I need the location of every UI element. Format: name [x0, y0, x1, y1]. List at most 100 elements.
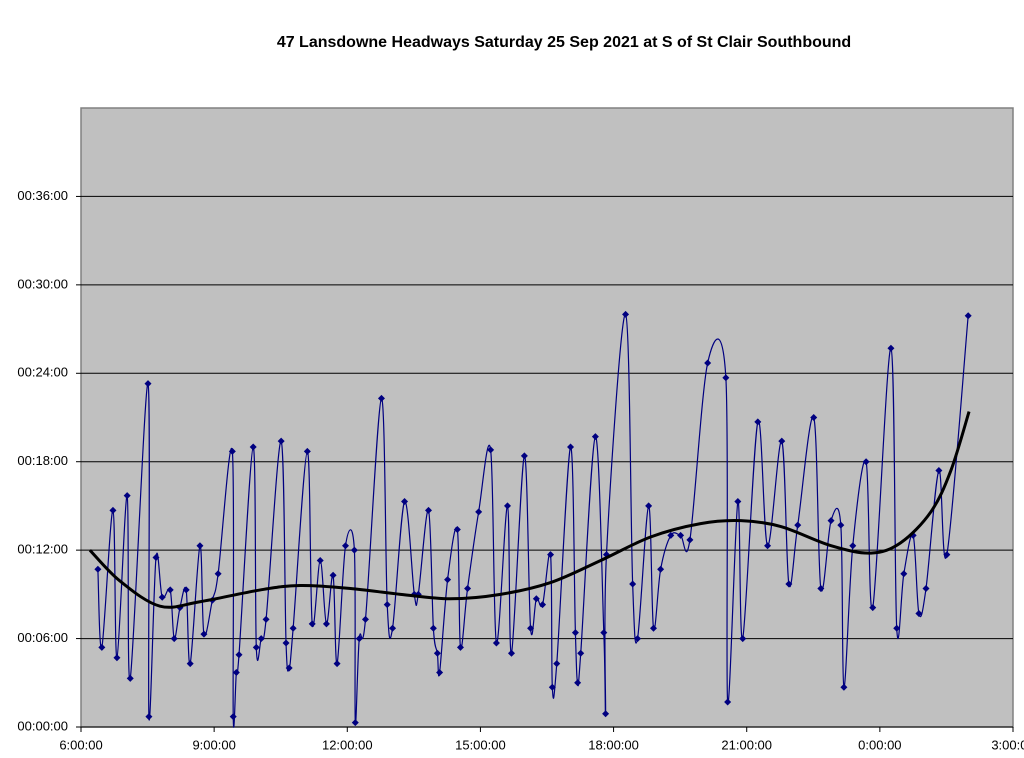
- data-point: [869, 604, 877, 612]
- data-point: [686, 536, 694, 544]
- data-point: [351, 719, 359, 727]
- data-point: [650, 624, 658, 632]
- data-point: [574, 679, 582, 687]
- y-tick-label: 00:24:00: [17, 365, 68, 380]
- data-point: [935, 467, 943, 475]
- data-point: [837, 521, 845, 529]
- data-point: [144, 380, 152, 388]
- data-point: [629, 580, 637, 588]
- data-point: [475, 508, 483, 516]
- data-point: [622, 310, 630, 318]
- data-point: [754, 418, 762, 426]
- data-point: [113, 654, 121, 662]
- data-point: [547, 551, 555, 559]
- data-point: [862, 458, 870, 466]
- data-point: [277, 437, 285, 445]
- data-point: [849, 542, 857, 550]
- data-point: [704, 359, 712, 367]
- data-point: [778, 437, 786, 445]
- data-point: [810, 414, 818, 421]
- data-point: [520, 452, 528, 460]
- data-point: [333, 660, 341, 668]
- data-point: [109, 506, 117, 514]
- data-point: [964, 312, 972, 320]
- data-point: [444, 576, 452, 584]
- data-point: [634, 635, 642, 643]
- data-point: [145, 713, 153, 721]
- data-point: [817, 584, 825, 592]
- data-point: [553, 660, 561, 668]
- x-tick-label: 15:00:00: [455, 737, 506, 752]
- data-point: [677, 531, 685, 539]
- data-point: [734, 498, 742, 506]
- data-point: [464, 584, 472, 592]
- data-point: [285, 664, 293, 672]
- data-point: [532, 595, 540, 603]
- data-point: [507, 649, 515, 657]
- data-point: [126, 674, 134, 682]
- data-point: [724, 698, 732, 706]
- data-point: [98, 643, 106, 651]
- data-point: [722, 374, 730, 382]
- y-tick-label: 00:18:00: [17, 453, 68, 468]
- data-point: [232, 668, 240, 676]
- data-point: [401, 498, 409, 506]
- data-point: [436, 668, 444, 676]
- data-point: [487, 446, 495, 454]
- data-point: [196, 542, 204, 550]
- y-tick-label: 00:06:00: [17, 630, 68, 645]
- data-point: [252, 643, 260, 651]
- data-point: [492, 639, 500, 647]
- x-tick-label: 12:00:00: [322, 737, 373, 752]
- data-point: [229, 713, 237, 721]
- data-point: [887, 344, 895, 352]
- data-point: [645, 502, 653, 510]
- y-tick-label: 00:12:00: [17, 542, 68, 557]
- data-point: [548, 683, 556, 691]
- y-tick-label: 00:30:00: [17, 276, 68, 291]
- data-point: [539, 601, 547, 609]
- data-point: [186, 660, 194, 668]
- data-point: [152, 554, 160, 562]
- y-tick-label: 00:00:00: [17, 718, 68, 733]
- data-point: [262, 615, 270, 623]
- data-point: [289, 624, 297, 632]
- x-tick-label: 21:00:00: [721, 737, 772, 752]
- data-point: [228, 447, 236, 455]
- data-point: [170, 635, 178, 643]
- data-point: [308, 620, 316, 628]
- data-point: [657, 565, 665, 573]
- data-point: [123, 492, 131, 500]
- data-point: [527, 624, 535, 632]
- x-tick-label: 9:00:00: [192, 737, 235, 752]
- data-point: [383, 601, 391, 609]
- data-point: [316, 556, 324, 564]
- data-point: [893, 624, 901, 632]
- data-point: [764, 542, 772, 550]
- data-point: [355, 635, 363, 643]
- data-point: [235, 651, 243, 659]
- data-point: [915, 610, 923, 618]
- data-point: [591, 433, 599, 441]
- data-point: [282, 639, 290, 647]
- data-point: [667, 531, 675, 539]
- data-point: [94, 565, 102, 573]
- data-point: [429, 624, 437, 632]
- data-point: [922, 584, 930, 592]
- chart-title: 47 Lansdowne Headways Saturday 25 Sep 20…: [277, 34, 851, 51]
- data-point: [389, 624, 397, 632]
- data-point: [249, 443, 257, 451]
- data-point: [342, 542, 350, 550]
- data-point: [785, 580, 793, 588]
- data-point: [361, 615, 369, 623]
- data-point: [453, 526, 461, 534]
- x-tick-label: 6:00:00: [59, 737, 102, 752]
- data-point: [158, 593, 166, 601]
- data-point: [840, 683, 848, 691]
- data-point: [182, 586, 190, 594]
- data-point: [567, 443, 575, 451]
- data-point: [794, 521, 802, 529]
- data-point: [739, 635, 747, 643]
- data-point: [377, 394, 385, 402]
